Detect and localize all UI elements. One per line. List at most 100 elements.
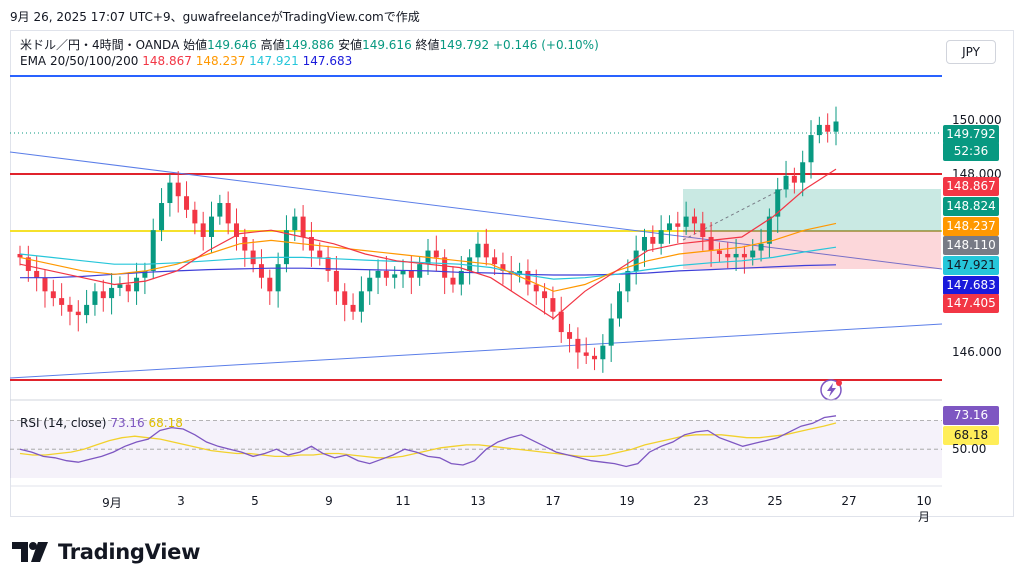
tradingview-logo: TradingView — [12, 540, 200, 564]
candle-body — [800, 162, 806, 183]
candle-body — [583, 352, 589, 356]
change-value: +0.146 (+0.10%) — [493, 38, 599, 52]
target-zone — [683, 189, 941, 231]
candle-body — [625, 270, 631, 292]
time-label: 23 — [693, 494, 709, 508]
candle-body — [84, 304, 90, 316]
candle-body — [100, 291, 106, 299]
rsi-label: RSI (14, close) — [20, 416, 107, 430]
candle-body — [725, 253, 731, 258]
time-label: 5 — [251, 494, 259, 508]
candle-body — [683, 216, 689, 227]
open-value: 149.646 — [207, 38, 257, 52]
candle-body — [525, 270, 531, 285]
candle-body — [633, 250, 639, 271]
ascending-trendline — [9, 323, 943, 379]
chart-frame[interactable] — [10, 30, 1014, 517]
ema-label: EMA 20/50/100/200 — [20, 54, 139, 68]
candle-body — [475, 243, 481, 258]
candle-body — [375, 270, 381, 278]
candle-body — [500, 264, 506, 271]
candle-body — [608, 318, 614, 346]
candle-body — [641, 236, 647, 251]
candle-body — [167, 182, 173, 204]
ema100-line — [19, 246, 837, 280]
candle-body — [558, 311, 564, 333]
candle-body — [233, 223, 239, 237]
ohlc-legend: 米ドル／円・4時間・OANDA 始値149.646 高値149.886 安値14… — [20, 36, 599, 53]
candle-body — [617, 291, 623, 319]
low-label: 安値 — [338, 38, 363, 52]
candle-body — [666, 223, 672, 231]
candle-body — [392, 274, 398, 278]
candle-body — [42, 277, 48, 292]
candle-body — [150, 230, 156, 271]
candle-body — [408, 270, 414, 278]
tradingview-logo-icon — [12, 542, 48, 562]
candle-body — [450, 277, 456, 285]
alert-dot-icon — [836, 380, 842, 386]
candle-body — [159, 203, 165, 231]
candle-body — [267, 277, 273, 292]
candle-body — [258, 264, 264, 278]
tradingview-logo-text: TradingView — [58, 540, 201, 564]
candle-body — [125, 284, 131, 292]
candle-body — [833, 121, 839, 132]
time-label: 13 — [470, 494, 486, 508]
currency-button[interactable]: JPY — [946, 40, 996, 64]
candle-body — [225, 203, 231, 224]
candle-body — [783, 175, 789, 190]
ema-legend: EMA 20/50/100/200 148.867 148.237 147.92… — [20, 54, 352, 68]
candle-body — [342, 291, 348, 305]
alert-bolt-icon — [827, 383, 836, 397]
candle-body — [50, 291, 56, 299]
candle-body — [308, 236, 314, 251]
candle-body — [367, 277, 373, 292]
ema50-line — [19, 222, 837, 292]
candle-body — [209, 216, 215, 237]
candle-body — [816, 124, 822, 136]
time-label: 9 — [325, 494, 333, 508]
rsi-ma-tag: 68.18 — [943, 426, 999, 445]
candle-body — [750, 250, 756, 258]
ema100-tag: 147.921 — [943, 256, 999, 275]
ema20-tag: 148.867 — [943, 177, 999, 196]
candle-body — [200, 223, 206, 237]
candle-body — [733, 253, 739, 258]
target-tag: 148.824 — [943, 197, 999, 216]
candle-body — [59, 298, 65, 305]
candle-body — [691, 216, 697, 224]
candle-body — [142, 270, 148, 278]
rsi-level-label: 50.00 — [952, 442, 987, 456]
time-label: 27 — [841, 494, 857, 508]
candle-body — [300, 216, 306, 237]
candle-body — [283, 230, 289, 265]
candle-body — [708, 236, 714, 251]
candle-body — [458, 270, 464, 285]
ema200-value: 147.683 — [302, 54, 353, 68]
candle-body — [483, 243, 489, 258]
candle-body — [67, 304, 73, 312]
ema50-tag: 148.237 — [943, 217, 999, 236]
candle-body — [109, 287, 115, 299]
candle-body — [250, 250, 256, 265]
high-label: 高値 — [260, 38, 285, 52]
candle-body — [492, 257, 498, 265]
candle-body — [34, 270, 40, 278]
rsi-line — [19, 415, 837, 468]
symbol-label: 米ドル／円・4時間・OANDA — [20, 38, 180, 52]
rsi-legend: RSI (14, close) 73.16 68.18 — [20, 416, 183, 430]
ema50-value: 148.237 — [195, 54, 246, 68]
candle-body — [758, 243, 764, 251]
time-label: 17 — [545, 494, 561, 508]
candle-body — [766, 216, 772, 244]
candle-body — [17, 253, 23, 258]
countdown-tag: 52:36 — [943, 142, 999, 161]
candle-body — [400, 270, 406, 275]
rsi-value: 73.16 — [110, 416, 145, 430]
ema20-value: 148.867 — [142, 54, 192, 68]
candle-body — [358, 291, 364, 312]
candle-body — [333, 270, 339, 292]
candle-body — [567, 332, 573, 339]
